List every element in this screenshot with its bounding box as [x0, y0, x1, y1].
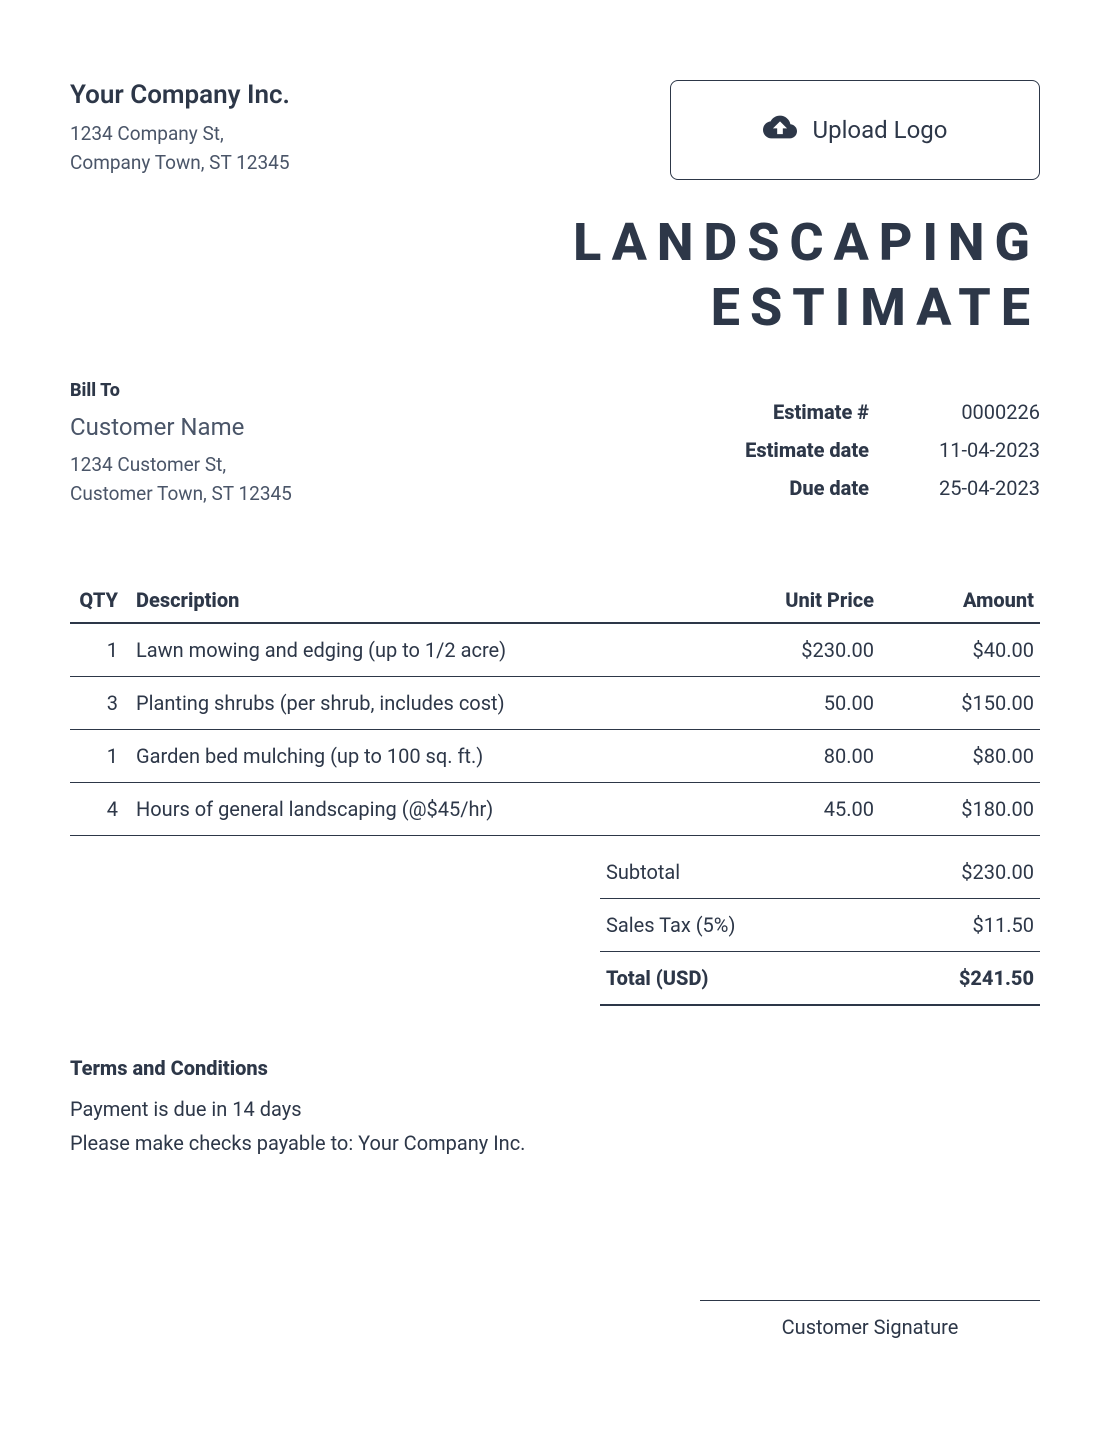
estimate-meta: Estimate # 0000226 Estimate date 11-04-2… [745, 380, 1040, 508]
terms-line1: Payment is due in 14 days [70, 1092, 1040, 1126]
cell-unit-price: $230.00 [720, 623, 880, 677]
line-items-table: QTY Description Unit Price Amount 1Lawn … [70, 578, 1040, 836]
bill-to-block: Bill To Customer Name 1234 Customer St, … [70, 380, 292, 508]
table-row: 3Planting shrubs (per shrub, includes co… [70, 677, 1040, 730]
cell-qty: 1 [70, 623, 130, 677]
subtotal-value: $230.00 [961, 860, 1034, 884]
company-info: Your Company Inc. 1234 Company St, Compa… [70, 80, 290, 177]
cell-qty: 4 [70, 783, 130, 836]
cell-amount: $150.00 [880, 677, 1040, 730]
col-description: Description [130, 578, 720, 623]
terms-label: Terms and Conditions [70, 1056, 1040, 1080]
cell-amount: $40.00 [880, 623, 1040, 677]
cell-qty: 1 [70, 730, 130, 783]
tax-row: Sales Tax (5%) $11.50 [600, 899, 1040, 952]
total-value: $241.50 [959, 966, 1034, 990]
cell-unit-price: 50.00 [720, 677, 880, 730]
meta-row: Bill To Customer Name 1234 Customer St, … [70, 380, 1040, 508]
estimate-number-value: 0000226 [939, 400, 1040, 424]
due-date-label: Due date [745, 476, 869, 500]
customer-name: Customer Name [70, 413, 292, 441]
cell-unit-price: 45.00 [720, 783, 880, 836]
cell-description: Planting shrubs (per shrub, includes cos… [130, 677, 720, 730]
cell-amount: $180.00 [880, 783, 1040, 836]
table-header-row: QTY Description Unit Price Amount [70, 578, 1040, 623]
company-address-line1: 1234 Company St, [70, 120, 290, 149]
cloud-upload-icon [763, 110, 797, 150]
estimate-date-label: Estimate date [745, 438, 869, 462]
table-row: 1Lawn mowing and edging (up to 1/2 acre)… [70, 623, 1040, 677]
table-row: 1Garden bed mulching (up to 100 sq. ft.)… [70, 730, 1040, 783]
total-row: Total (USD) $241.50 [600, 952, 1040, 1006]
cell-description: Hours of general landscaping (@$45/hr) [130, 783, 720, 836]
upload-logo-label: Upload Logo [813, 116, 948, 144]
cell-qty: 3 [70, 677, 130, 730]
subtotal-row: Subtotal $230.00 [600, 846, 1040, 899]
table-row: 4Hours of general landscaping (@$45/hr)4… [70, 783, 1040, 836]
document-title: LANDSCAPING ESTIMATE [70, 210, 1040, 340]
total-label: Total (USD) [606, 966, 708, 990]
company-address-line2: Company Town, ST 12345 [70, 149, 290, 178]
signature-block: Customer Signature [700, 1300, 1040, 1339]
document-title-line1: LANDSCAPING [70, 210, 1040, 275]
terms-block: Terms and Conditions Payment is due in 1… [70, 1056, 1040, 1160]
estimate-date-value: 11-04-2023 [939, 438, 1040, 462]
estimate-number-label: Estimate # [745, 400, 869, 424]
bill-to-label: Bill To [70, 380, 292, 401]
totals-block: Subtotal $230.00 Sales Tax (5%) $11.50 T… [600, 846, 1040, 1006]
cell-amount: $80.00 [880, 730, 1040, 783]
due-date-value: 25-04-2023 [939, 476, 1040, 500]
cell-description: Garden bed mulching (up to 100 sq. ft.) [130, 730, 720, 783]
signature-label: Customer Signature [782, 1315, 959, 1339]
company-name: Your Company Inc. [70, 80, 290, 110]
customer-address-line2: Customer Town, ST 12345 [70, 480, 292, 509]
tax-label: Sales Tax (5%) [606, 913, 735, 937]
col-qty: QTY [70, 578, 130, 623]
tax-value: $11.50 [973, 913, 1034, 937]
col-unit-price: Unit Price [720, 578, 880, 623]
header-row: Your Company Inc. 1234 Company St, Compa… [70, 80, 1040, 180]
upload-logo-button[interactable]: Upload Logo [670, 80, 1040, 180]
cell-description: Lawn mowing and edging (up to 1/2 acre) [130, 623, 720, 677]
customer-address-line1: 1234 Customer St, [70, 451, 292, 480]
subtotal-label: Subtotal [606, 860, 680, 884]
document-title-line2: ESTIMATE [70, 275, 1040, 340]
terms-line2: Please make checks payable to: Your Comp… [70, 1126, 1040, 1160]
cell-unit-price: 80.00 [720, 730, 880, 783]
col-amount: Amount [880, 578, 1040, 623]
